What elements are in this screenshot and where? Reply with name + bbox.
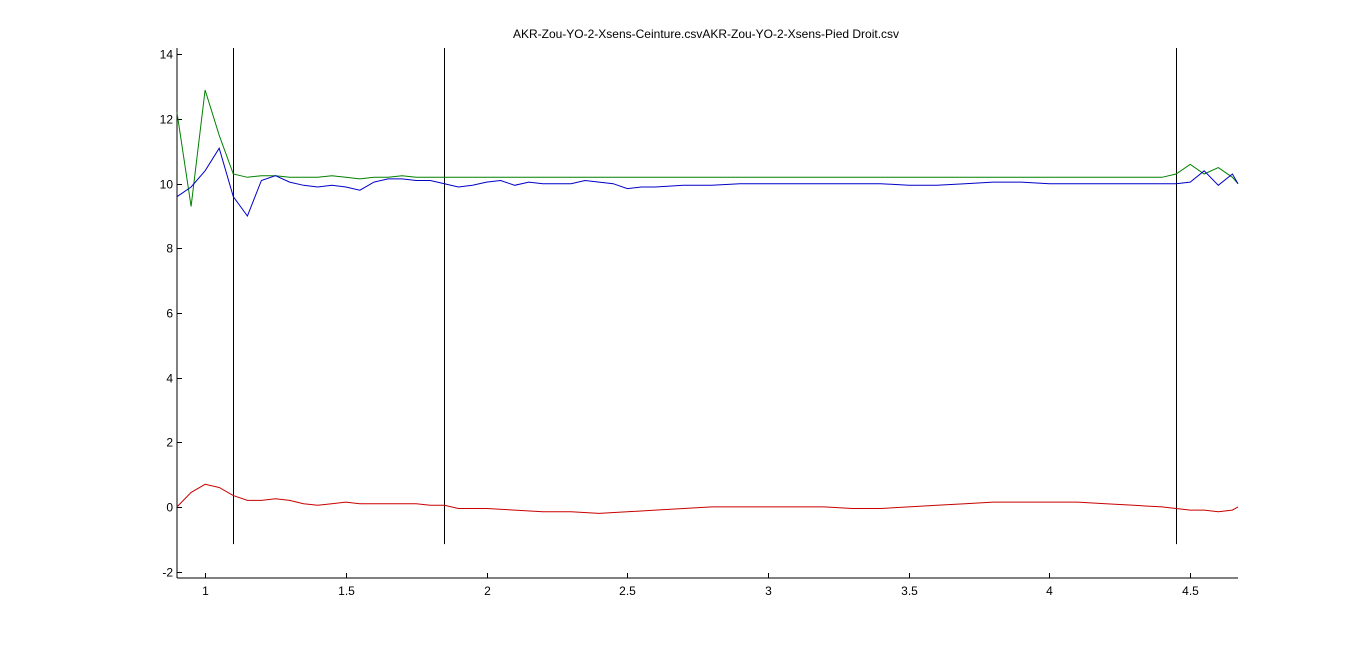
x-tick-label: 1 bbox=[202, 584, 209, 598]
plot-area: -2 0 2 4 6 8 10 12 14 1 1.5 2 2.5 3 3.5 4 4.5 bbox=[160, 48, 1239, 598]
series-line-3 bbox=[176, 483, 1239, 514]
x-tick-label: 1.5 bbox=[338, 584, 355, 598]
x-tick-label: 3 bbox=[765, 584, 772, 598]
chart-title: AKR-Zou-YO-2-Xsens-Ceinture.csvAKR-Zou-Y… bbox=[513, 27, 899, 41]
y-tick-label: 10 bbox=[160, 178, 174, 192]
x-tick-label: 4 bbox=[1046, 584, 1053, 598]
y-tick-label: 14 bbox=[160, 48, 174, 62]
y-tick-label: 2 bbox=[166, 436, 173, 450]
x-tick-label: 3.5 bbox=[901, 584, 918, 598]
y-tick-label: 12 bbox=[160, 113, 174, 127]
y-tick-label: 8 bbox=[166, 242, 173, 256]
x-tick-label: 4.5 bbox=[1182, 584, 1199, 598]
y-tick-label: -2 bbox=[162, 566, 173, 580]
y-tick-label: 6 bbox=[166, 307, 173, 321]
series-line-2 bbox=[176, 146, 1239, 218]
x-tick-label: 2 bbox=[484, 584, 491, 598]
y-tick-label: 0 bbox=[166, 501, 173, 515]
x-tick-label: 2.5 bbox=[619, 584, 636, 598]
series-line-1 bbox=[176, 89, 1239, 207]
y-tick-label: 4 bbox=[166, 372, 173, 386]
